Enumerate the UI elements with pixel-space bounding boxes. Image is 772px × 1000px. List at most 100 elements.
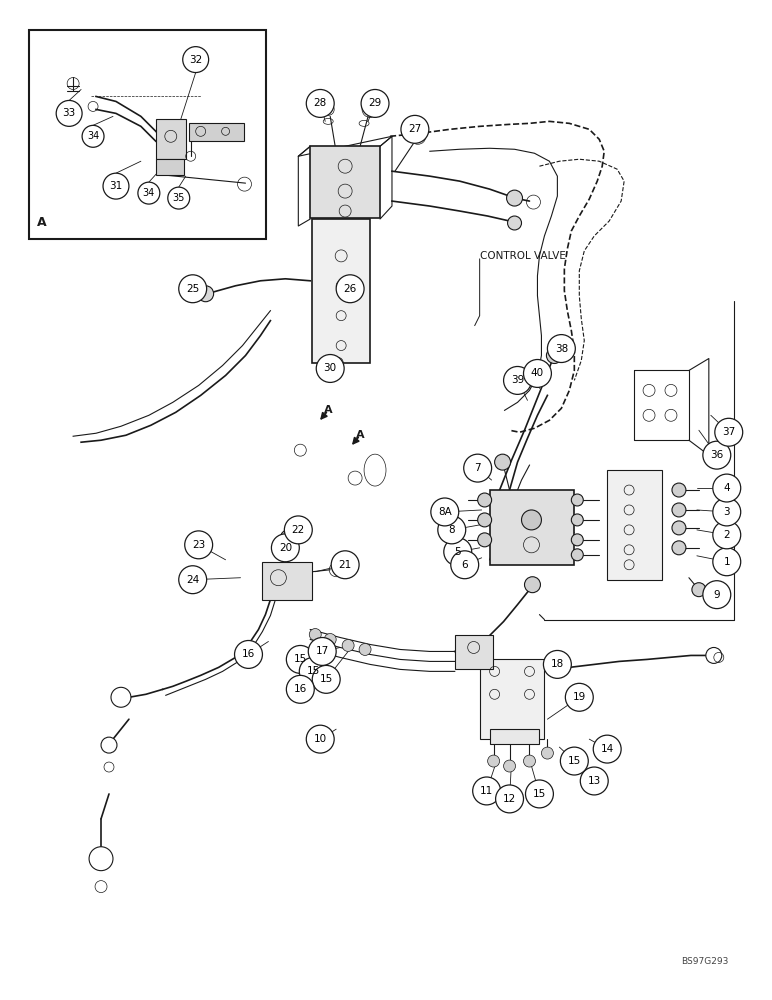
Text: 1: 1 bbox=[723, 557, 730, 567]
Circle shape bbox=[571, 514, 584, 526]
Bar bbox=[455, 635, 493, 669]
Circle shape bbox=[706, 647, 722, 663]
Circle shape bbox=[692, 583, 706, 597]
Circle shape bbox=[478, 513, 492, 527]
Circle shape bbox=[331, 551, 359, 579]
Text: 34: 34 bbox=[143, 188, 155, 198]
Circle shape bbox=[138, 182, 160, 204]
Circle shape bbox=[507, 216, 522, 230]
Text: 39: 39 bbox=[511, 375, 524, 385]
Circle shape bbox=[361, 89, 389, 117]
Bar bbox=[489, 490, 574, 565]
Text: 26: 26 bbox=[344, 284, 357, 294]
Bar bbox=[188, 123, 243, 141]
Text: 15: 15 bbox=[293, 654, 307, 664]
Circle shape bbox=[185, 531, 212, 559]
Circle shape bbox=[547, 348, 562, 363]
Text: 17: 17 bbox=[316, 646, 329, 656]
Circle shape bbox=[431, 498, 459, 526]
Text: 2: 2 bbox=[723, 530, 730, 540]
Circle shape bbox=[179, 275, 207, 303]
Circle shape bbox=[565, 683, 593, 711]
Text: A: A bbox=[324, 405, 333, 415]
Circle shape bbox=[272, 534, 300, 562]
Circle shape bbox=[286, 645, 314, 673]
Circle shape bbox=[198, 286, 214, 302]
Text: CONTROL VALVE: CONTROL VALVE bbox=[479, 251, 566, 261]
Text: 20: 20 bbox=[279, 543, 292, 553]
Circle shape bbox=[89, 847, 113, 871]
Text: 23: 23 bbox=[192, 540, 205, 550]
Circle shape bbox=[284, 516, 312, 544]
Circle shape bbox=[312, 665, 340, 693]
Text: 33: 33 bbox=[63, 108, 76, 118]
Circle shape bbox=[183, 47, 208, 73]
Circle shape bbox=[103, 173, 129, 199]
Text: 10: 10 bbox=[313, 734, 327, 744]
Circle shape bbox=[280, 530, 296, 546]
Circle shape bbox=[401, 115, 428, 143]
Text: BS97G293: BS97G293 bbox=[682, 957, 729, 966]
Circle shape bbox=[495, 454, 510, 470]
Circle shape bbox=[672, 483, 686, 497]
Circle shape bbox=[571, 534, 584, 546]
Circle shape bbox=[496, 785, 523, 813]
Text: 8: 8 bbox=[449, 525, 455, 535]
Bar bbox=[608, 470, 662, 580]
Circle shape bbox=[526, 780, 554, 808]
Text: 15: 15 bbox=[533, 789, 546, 799]
Circle shape bbox=[359, 643, 371, 655]
Circle shape bbox=[560, 747, 588, 775]
Circle shape bbox=[300, 657, 327, 685]
Circle shape bbox=[235, 640, 262, 668]
Circle shape bbox=[317, 355, 344, 382]
Circle shape bbox=[713, 474, 740, 502]
Text: 32: 32 bbox=[189, 55, 202, 65]
Circle shape bbox=[478, 493, 492, 507]
Circle shape bbox=[179, 566, 207, 594]
Text: 7: 7 bbox=[474, 463, 481, 473]
Circle shape bbox=[571, 494, 584, 506]
Bar bbox=[310, 146, 380, 218]
Circle shape bbox=[713, 548, 740, 576]
Text: 5: 5 bbox=[455, 547, 461, 557]
Circle shape bbox=[703, 441, 731, 469]
Circle shape bbox=[672, 521, 686, 535]
Circle shape bbox=[672, 503, 686, 517]
Text: 16: 16 bbox=[293, 684, 307, 694]
Text: 8A: 8A bbox=[438, 507, 452, 517]
Text: 25: 25 bbox=[186, 284, 199, 294]
Circle shape bbox=[308, 638, 336, 665]
Text: 35: 35 bbox=[173, 193, 185, 203]
Circle shape bbox=[581, 767, 608, 795]
Circle shape bbox=[310, 629, 321, 640]
Text: 13: 13 bbox=[587, 776, 601, 786]
Circle shape bbox=[593, 735, 621, 763]
Circle shape bbox=[541, 747, 554, 759]
Circle shape bbox=[715, 418, 743, 446]
Text: 18: 18 bbox=[550, 659, 564, 669]
Circle shape bbox=[306, 89, 334, 117]
Circle shape bbox=[306, 725, 334, 753]
Circle shape bbox=[324, 634, 336, 645]
Circle shape bbox=[472, 777, 500, 805]
Text: 16: 16 bbox=[242, 649, 255, 659]
Text: 15: 15 bbox=[320, 674, 333, 684]
Text: 15: 15 bbox=[306, 666, 320, 676]
Circle shape bbox=[336, 275, 364, 303]
Circle shape bbox=[503, 366, 531, 394]
Text: 9: 9 bbox=[713, 590, 720, 600]
Circle shape bbox=[523, 755, 536, 767]
Text: A: A bbox=[37, 216, 47, 229]
Text: 4: 4 bbox=[723, 483, 730, 493]
Circle shape bbox=[101, 737, 117, 753]
Text: 31: 31 bbox=[110, 181, 123, 191]
Circle shape bbox=[547, 335, 575, 362]
Text: 14: 14 bbox=[601, 744, 614, 754]
Text: 12: 12 bbox=[503, 794, 516, 804]
Bar bbox=[312, 219, 370, 363]
Circle shape bbox=[503, 760, 516, 772]
Text: 30: 30 bbox=[323, 363, 337, 373]
Text: 27: 27 bbox=[408, 124, 422, 134]
Bar bbox=[489, 729, 540, 744]
